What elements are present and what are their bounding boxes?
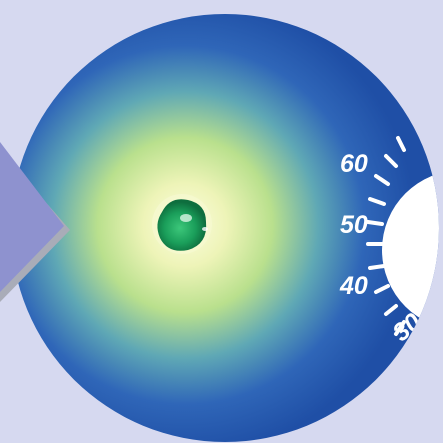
magnifier-disc (11, 14, 439, 442)
scale-label-60: 60 (340, 150, 368, 178)
scale-label-40: 40 (339, 272, 368, 300)
pointer-wedge (0, 142, 70, 302)
scale-label-50: 50 (340, 211, 368, 239)
indicator-bead (152, 194, 212, 254)
dial-face (382, 170, 439, 330)
